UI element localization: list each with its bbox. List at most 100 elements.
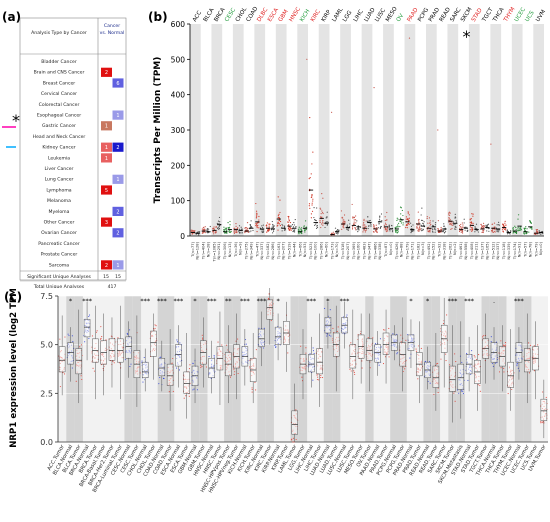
expression-point <box>255 389 257 391</box>
tumor-point <box>523 233 525 235</box>
table-cell-down <box>112 206 124 216</box>
tumor-point <box>482 222 485 224</box>
tumor-point <box>470 218 472 220</box>
expression-point <box>130 363 132 365</box>
category-shade <box>297 24 308 236</box>
normal-point <box>401 209 403 212</box>
normal-point <box>378 223 380 225</box>
expression-point <box>336 330 338 333</box>
tumor-point <box>407 211 409 213</box>
expression-point <box>192 389 194 391</box>
normal-n-label: N(n=28) <box>206 241 210 257</box>
tumor-n-label: T(n=262) <box>448 241 452 260</box>
tumor-point <box>256 216 258 218</box>
tumor-point <box>470 223 472 225</box>
normal-point <box>228 230 230 233</box>
tumor-point <box>351 227 354 229</box>
category-shade <box>383 24 394 236</box>
expression-point <box>159 377 161 379</box>
expression-point <box>171 362 173 364</box>
tumor-point <box>426 216 428 218</box>
tumor-n-label: T(n=118) <box>502 241 506 260</box>
significance-label: *** <box>306 297 317 305</box>
expression-point <box>237 338 239 340</box>
tumor-point <box>482 229 484 232</box>
expression-point <box>105 339 107 341</box>
table-row-label: Melanoma <box>47 198 71 204</box>
tumor-point <box>255 210 258 212</box>
table-row-label: Other Cancer <box>44 220 75 226</box>
normal-point <box>508 233 511 235</box>
tumor-point <box>355 215 357 217</box>
significance-label: * <box>426 297 430 305</box>
normal-point <box>410 232 412 234</box>
normal-point <box>467 229 469 231</box>
table-cell-down <box>112 142 124 152</box>
tumor-point <box>472 222 474 224</box>
normal-point <box>388 225 390 227</box>
normal-point <box>454 216 456 218</box>
tumor-point <box>384 228 387 230</box>
significance-label: *** <box>174 297 185 305</box>
normal-point <box>347 229 349 231</box>
expression-point <box>112 360 114 362</box>
normal-point <box>238 225 241 227</box>
expression-point <box>84 341 86 343</box>
tumor-point <box>427 230 429 232</box>
table-row-label: Myeloma <box>49 209 70 215</box>
normal-n-label: N(n=60) <box>324 241 328 257</box>
tumor-point <box>225 228 227 230</box>
panel-b-label: (b) <box>148 10 168 24</box>
expression-point <box>353 370 355 372</box>
normal-point <box>216 227 219 230</box>
table-row-label: Kidney Cancer <box>42 145 75 151</box>
tumor-point <box>311 210 314 212</box>
tumor-point <box>322 212 324 215</box>
expression-point <box>471 350 473 352</box>
tumor-point <box>258 215 260 218</box>
tumor-point <box>459 229 461 232</box>
category-label: LIHC <box>353 9 365 23</box>
tumor-point <box>277 214 279 216</box>
expression-point <box>317 376 319 378</box>
normal-point <box>477 231 480 233</box>
normal-point <box>273 225 275 227</box>
box <box>83 319 91 338</box>
tumor-point <box>278 217 280 219</box>
tumor-point <box>450 228 452 230</box>
normal-n-label: N(n=78) <box>528 241 532 257</box>
tumor-point <box>427 222 429 224</box>
tumor-point <box>308 178 310 180</box>
category-shade <box>190 24 201 236</box>
normal-point <box>336 230 338 232</box>
expression-point <box>176 341 179 343</box>
expression-point <box>196 389 198 391</box>
normal-point <box>356 220 358 222</box>
expression-point <box>221 344 223 346</box>
tumor-point <box>255 225 258 227</box>
normal-n-label: N(n=9) <box>239 241 243 255</box>
tumor-point <box>278 213 280 215</box>
expression-point <box>367 337 369 339</box>
category-shade <box>426 24 437 236</box>
normal-point <box>238 228 241 230</box>
normal-point <box>540 233 542 235</box>
normal-point <box>412 230 414 232</box>
normal-point <box>538 232 540 235</box>
tumor-point <box>322 224 324 226</box>
normal-point <box>498 231 500 233</box>
expression-point <box>528 372 530 374</box>
expression-point <box>540 421 542 423</box>
normal-point <box>474 227 477 229</box>
panel-b-chart: 0 100 200 300 400 500 600 Transcripts Per Milli… <box>153 6 547 263</box>
table-row-label: Ovarian Cancer <box>41 230 77 236</box>
tumor-point <box>289 221 292 224</box>
normal-n-label: N(n=291) <box>217 241 221 259</box>
normal-point <box>488 227 490 230</box>
tumor-point <box>460 227 463 229</box>
category-label: UCS <box>525 10 536 23</box>
normal-point <box>496 224 498 226</box>
normal-point <box>262 224 264 226</box>
tumor-point <box>288 217 290 219</box>
normal-point <box>413 230 415 232</box>
